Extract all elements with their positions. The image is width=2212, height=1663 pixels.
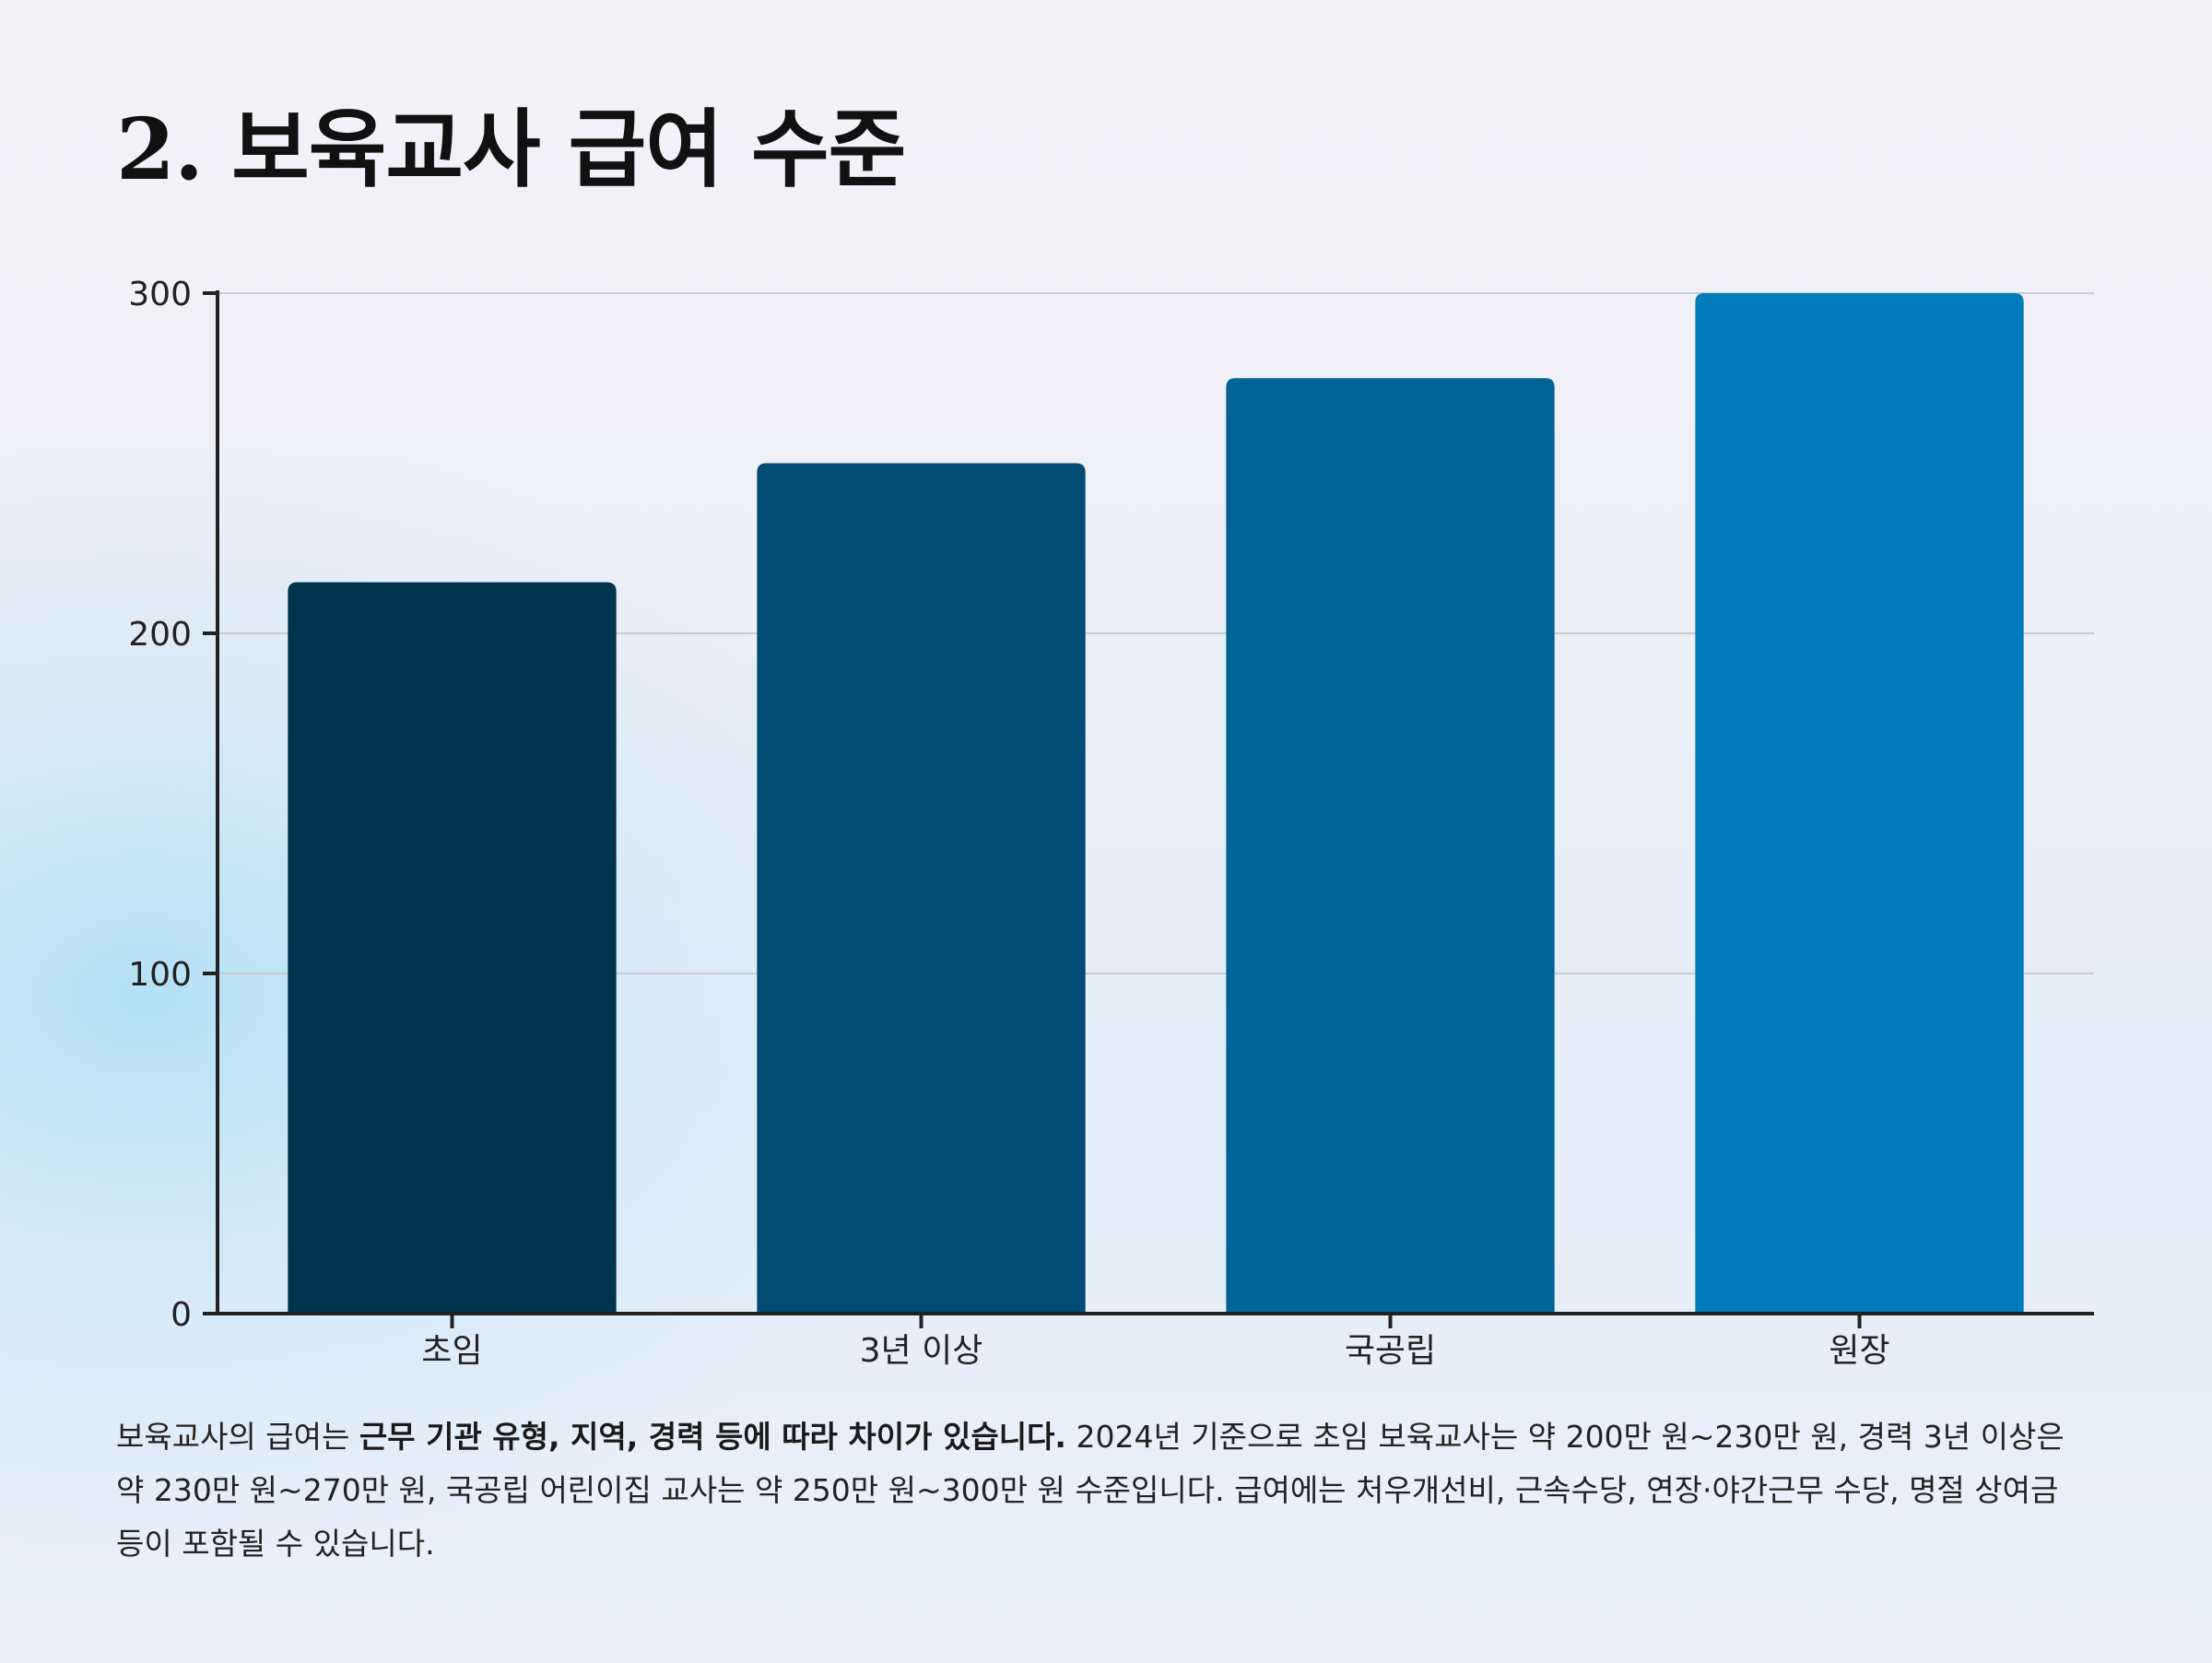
description-text-1: 보육교사의 급여는 [116,1419,359,1455]
y-tick-label-100: 100 [128,956,192,994]
description-text-2: 2024년 기준으로 초임 보육교사는 약 200만 원~230만 원, 경력 … [116,1419,2065,1562]
axes [216,290,2094,1315]
bars [288,293,2024,1314]
bar-1 [288,582,617,1314]
bar-3 [1226,378,1555,1314]
y-tick-label-200: 200 [128,616,192,654]
x-tick-label-4: 원장 [1829,1332,1889,1370]
description-bold-text: 근무 기관 유형, 지역, 경력 등에 따라 차이가 있습니다. [359,1419,1066,1455]
x-tick-label-3: 국공립 [1345,1332,1436,1370]
x-ticks: 초임 3년 이상 국공립 원장 [421,1314,1890,1370]
description-paragraph: 보육교사의 급여는 근무 기관 유형, 지역, 경력 등에 따라 차이가 있습니… [116,1410,2079,1571]
bar-4 [1695,293,2024,1314]
page-title: 2. 보육교사 급여 수준 [116,100,906,199]
y-tick-label-0: 0 [171,1296,192,1334]
y-ticks: 0 100 200 300 [128,276,218,1334]
x-tick-label-1: 초임 [421,1332,482,1370]
bar-chart: 0 100 200 300 초임 3년 이상 국공립 원장 [128,276,2094,1370]
bar-2 [757,463,1086,1314]
x-tick-label-2: 3년 이상 [860,1332,983,1370]
y-tick-label-300: 300 [128,276,192,313]
